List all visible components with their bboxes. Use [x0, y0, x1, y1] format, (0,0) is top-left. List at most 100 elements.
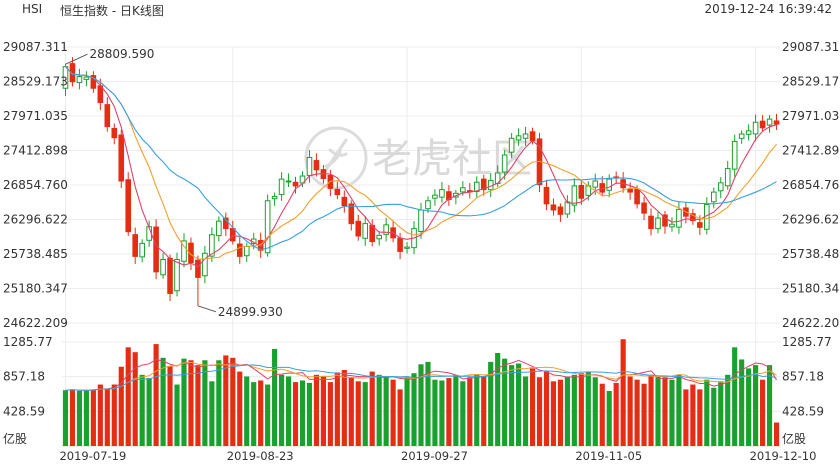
candle-body	[669, 223, 675, 228]
date-tick: 2019-08-23	[227, 449, 294, 463]
candle-body	[418, 209, 424, 233]
price-tick-right: 29087.311	[782, 40, 840, 54]
candle-body	[209, 234, 215, 257]
volume-bar	[669, 379, 675, 446]
price-tick-left: 27412.898	[3, 144, 68, 158]
candle-body	[83, 76, 90, 80]
volume-bar	[111, 384, 117, 446]
volume-bar	[216, 360, 222, 446]
candle-body	[160, 258, 166, 276]
candle-body	[578, 184, 585, 199]
candle-body	[641, 202, 647, 214]
candle-body	[627, 188, 633, 193]
volume-bar	[83, 390, 89, 446]
volume-bar	[592, 377, 598, 446]
candle-body	[174, 258, 180, 292]
price-tick-right: 27412.898	[782, 144, 840, 158]
volume-bar	[446, 378, 452, 446]
volume-bar	[516, 363, 522, 446]
candle-body	[515, 135, 522, 141]
volume-bar	[697, 389, 703, 446]
annotations: 28809.590 24899.930	[65, 47, 283, 319]
candle-body	[229, 227, 236, 242]
volume-bar	[292, 382, 299, 446]
volume-bar	[376, 374, 382, 446]
volume-bar	[460, 381, 466, 446]
volume-bar	[634, 379, 640, 446]
candle-body	[655, 217, 661, 230]
volume-unit-left: 亿股	[3, 431, 27, 446]
volume-bar	[676, 374, 682, 446]
volume-bar	[404, 376, 410, 446]
volume-bar	[285, 376, 292, 446]
ma5-line	[65, 66, 777, 268]
volume-bar	[571, 374, 577, 446]
candle-body	[745, 130, 752, 135]
candle-body	[236, 243, 243, 257]
candle-body	[313, 160, 320, 171]
candle-body	[76, 76, 83, 84]
volume-tick-right: 857.18	[782, 370, 824, 384]
volume-bar	[181, 358, 187, 446]
volume-bar	[536, 377, 543, 446]
candle-body	[243, 245, 250, 257]
volume-bar	[397, 389, 403, 446]
price-tick-right: 27971.035	[782, 109, 840, 123]
volume-bar	[209, 381, 215, 446]
volume-bar	[272, 348, 278, 446]
volume-bar	[766, 365, 773, 446]
volume-bar	[683, 389, 689, 446]
watermark-logo	[304, 126, 368, 190]
volume-bar	[355, 381, 361, 446]
candle-body	[724, 168, 731, 187]
volume-bar	[502, 358, 508, 446]
candle-body	[676, 208, 682, 228]
volume-bar	[495, 352, 501, 446]
volume-bar	[362, 382, 368, 446]
date-tick: 2019-12-10	[750, 449, 817, 463]
candle-body	[439, 189, 445, 198]
volume-bar	[251, 382, 257, 446]
volume-bar	[606, 390, 612, 446]
volume-bar	[97, 384, 103, 446]
candle-body	[348, 203, 355, 225]
candle-body	[606, 178, 613, 191]
candle-body	[132, 234, 138, 257]
candle-body	[557, 206, 564, 215]
volume-bar	[690, 384, 696, 446]
candle-body	[97, 85, 104, 103]
candle-body	[90, 75, 97, 89]
candle-body	[648, 215, 654, 230]
volume-bar	[244, 376, 250, 446]
volume-bar	[174, 384, 180, 446]
volume-bar	[160, 357, 166, 446]
candle-body	[181, 240, 187, 262]
volume-bar	[759, 379, 766, 446]
candle-body	[571, 185, 578, 206]
moving-average-lines	[65, 66, 777, 391]
volume-bar	[125, 347, 131, 446]
volume-bar	[369, 371, 375, 446]
candle-body	[118, 134, 125, 182]
volume-bar	[732, 347, 738, 446]
candle-body	[766, 118, 773, 126]
low-leader	[197, 305, 217, 313]
date-tick: 2019-07-19	[59, 449, 126, 463]
candle-body	[592, 180, 599, 188]
candle-body	[167, 257, 173, 294]
volume-bar	[390, 379, 396, 446]
candle-body	[285, 180, 292, 183]
volume-bar	[662, 377, 668, 446]
candle-body	[376, 234, 382, 240]
volume-bars	[62, 339, 780, 446]
candle-body	[404, 246, 410, 249]
volume-bar	[327, 382, 333, 446]
candle-body	[710, 191, 717, 203]
volume-bar	[62, 390, 69, 446]
volume-bar	[320, 376, 326, 446]
volume-bar	[230, 357, 236, 446]
price-tick-right: 26854.760	[782, 178, 840, 192]
volume-bar	[132, 352, 138, 446]
candle-body	[738, 133, 745, 139]
high-label: 28809.590	[89, 47, 154, 61]
